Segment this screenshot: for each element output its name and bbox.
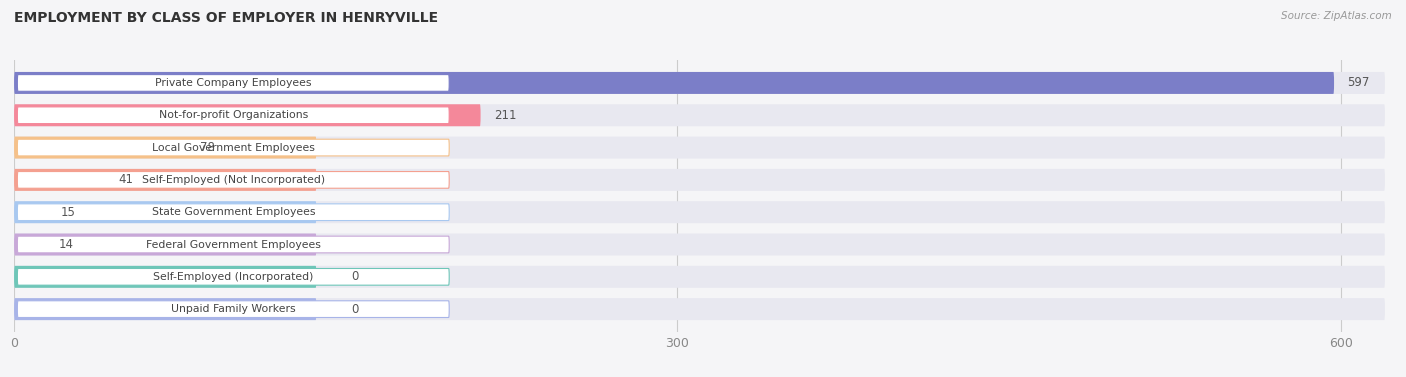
- Text: 211: 211: [494, 109, 516, 122]
- Text: Unpaid Family Workers: Unpaid Family Workers: [172, 304, 295, 314]
- FancyBboxPatch shape: [17, 139, 449, 156]
- Text: 0: 0: [352, 303, 359, 316]
- FancyBboxPatch shape: [14, 72, 1334, 94]
- FancyBboxPatch shape: [17, 236, 449, 253]
- FancyBboxPatch shape: [14, 201, 1385, 223]
- FancyBboxPatch shape: [14, 201, 316, 223]
- Text: 0: 0: [352, 270, 359, 284]
- FancyBboxPatch shape: [14, 266, 1385, 288]
- FancyBboxPatch shape: [14, 104, 481, 126]
- FancyBboxPatch shape: [17, 204, 449, 221]
- Text: State Government Employees: State Government Employees: [152, 207, 315, 217]
- Text: Local Government Employees: Local Government Employees: [152, 143, 315, 153]
- Text: Self-Employed (Not Incorporated): Self-Employed (Not Incorporated): [142, 175, 325, 185]
- FancyBboxPatch shape: [14, 233, 1385, 256]
- FancyBboxPatch shape: [17, 107, 449, 124]
- FancyBboxPatch shape: [14, 233, 316, 256]
- FancyBboxPatch shape: [17, 172, 449, 188]
- FancyBboxPatch shape: [17, 75, 449, 91]
- Text: Source: ZipAtlas.com: Source: ZipAtlas.com: [1281, 11, 1392, 21]
- Text: Private Company Employees: Private Company Employees: [155, 78, 312, 88]
- FancyBboxPatch shape: [14, 169, 1385, 191]
- Text: Not-for-profit Organizations: Not-for-profit Organizations: [159, 110, 308, 120]
- Text: Federal Government Employees: Federal Government Employees: [146, 239, 321, 250]
- FancyBboxPatch shape: [17, 268, 449, 285]
- FancyBboxPatch shape: [17, 301, 449, 317]
- Text: Self-Employed (Incorporated): Self-Employed (Incorporated): [153, 272, 314, 282]
- Text: 14: 14: [58, 238, 73, 251]
- Text: 15: 15: [60, 206, 76, 219]
- FancyBboxPatch shape: [14, 72, 1385, 94]
- FancyBboxPatch shape: [14, 298, 1385, 320]
- Text: EMPLOYMENT BY CLASS OF EMPLOYER IN HENRYVILLE: EMPLOYMENT BY CLASS OF EMPLOYER IN HENRY…: [14, 11, 439, 25]
- Text: 78: 78: [200, 141, 215, 154]
- FancyBboxPatch shape: [14, 136, 1385, 159]
- Text: 597: 597: [1347, 77, 1369, 89]
- Text: 41: 41: [118, 173, 134, 186]
- FancyBboxPatch shape: [14, 298, 316, 320]
- FancyBboxPatch shape: [14, 104, 1385, 126]
- FancyBboxPatch shape: [14, 136, 316, 159]
- FancyBboxPatch shape: [14, 266, 316, 288]
- FancyBboxPatch shape: [14, 169, 316, 191]
